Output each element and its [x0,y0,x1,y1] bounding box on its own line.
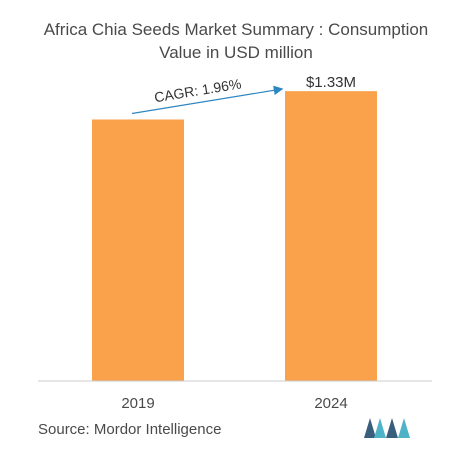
x-tick-label-2024: 2024 [314,395,347,412]
chart-title: Africa Chia Seeds Market Summary : Consu… [0,18,472,64]
mordor-intelligence-logo [364,418,410,438]
cagr-arrow [131,85,284,115]
bar-2019 [92,119,184,381]
chart-title-line-1: Africa Chia Seeds Market Summary : Consu… [43,20,429,39]
bar-2024 [285,91,377,381]
x-tick-label-2019: 2019 [121,395,154,412]
source-text: Source: Mordor Intelligence [38,421,222,438]
cagr-label: CAGR: 1.96% [153,75,242,105]
data-label-2024: $1.33M [306,74,356,91]
chart-title-line-2: Value in USD million [159,43,313,62]
